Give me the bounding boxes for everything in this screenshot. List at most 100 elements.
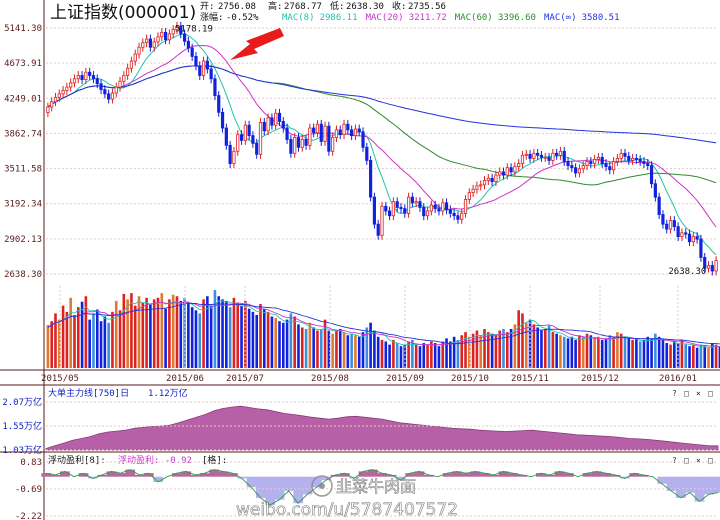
volume-bar (441, 341, 445, 368)
profit-bar (666, 476, 677, 491)
min-price-label: 2638.30 (668, 267, 706, 277)
panel-control-button[interactable]: □ (708, 456, 713, 465)
panel-control-button[interactable]: □ (708, 389, 713, 398)
profit-bar (41, 473, 52, 477)
y-tick-label: 2638.30 (4, 270, 42, 280)
profit-bar (246, 476, 257, 488)
volume-bar (479, 335, 483, 368)
candle (684, 232, 688, 235)
volume-bar (57, 319, 61, 368)
candle (574, 167, 578, 174)
profit-bar (106, 471, 117, 477)
profit-bar (554, 471, 565, 477)
panel-control-button[interactable]: □ (684, 456, 689, 465)
candle (167, 33, 171, 41)
profit-bar (209, 469, 220, 477)
volume-bar (585, 333, 589, 368)
candle (649, 165, 654, 185)
y-tick-label: 5141.30 (4, 24, 42, 34)
profit-bar (620, 476, 630, 479)
volume-bar (300, 327, 304, 368)
candle (456, 215, 460, 220)
volume-bar (111, 311, 114, 368)
candle (251, 135, 255, 144)
volume-bar (619, 333, 623, 368)
candle (570, 165, 574, 169)
candle (615, 157, 619, 162)
volume-bar (69, 297, 72, 368)
volume-bar (50, 321, 53, 368)
ma-legend-label: MAC(8) (282, 13, 315, 23)
profit-bar (704, 476, 714, 495)
candle (710, 265, 714, 272)
candle (224, 127, 228, 146)
ma-legend: MAC(8) 2986.11 MAC(20) 3211.72 MAC(60) 3396.6… (282, 13, 620, 23)
candle (61, 90, 65, 95)
panel-control-button[interactable]: ? (672, 389, 677, 398)
volume-bar (407, 341, 410, 368)
panel-control-button[interactable]: □ (684, 389, 689, 398)
volume-bar (422, 343, 426, 368)
x-tick-label: 2015/09 (386, 374, 424, 384)
volume-bar (350, 333, 353, 368)
volume-bar (673, 341, 676, 368)
volume-bar (692, 344, 695, 368)
candle (266, 117, 270, 132)
panel-control-button[interactable]: ? (672, 456, 677, 465)
indicator1-tick-label: 1.55万亿 (2, 420, 42, 432)
candle (403, 208, 407, 214)
indicator1-area (45, 405, 719, 451)
x-tick-label: 2015/06 (166, 374, 204, 384)
volume-bar (61, 305, 65, 368)
candle (308, 127, 312, 146)
candle (232, 150, 236, 164)
candle (463, 198, 468, 214)
volume-bar (540, 330, 543, 368)
volume-bar (54, 313, 57, 368)
candle (175, 25, 179, 30)
volume-bar (323, 319, 327, 368)
volume-bar (130, 293, 133, 368)
ohlc-readout: 开: 2756.08 高: 2768.77 低: 2638.30 收: 2735… (200, 0, 446, 23)
volume-bar (445, 338, 448, 368)
candle (361, 131, 365, 148)
candle (323, 125, 327, 142)
panel-control-button[interactable]: × (696, 456, 701, 465)
volume-bar (513, 324, 517, 368)
volume-bar (638, 341, 642, 368)
profit-bar (172, 473, 182, 477)
candle (653, 183, 657, 198)
volume-bar (623, 336, 627, 368)
volume-bar (255, 314, 259, 368)
volume-bar (274, 318, 277, 368)
candle (357, 128, 361, 133)
candle (577, 168, 582, 174)
candle (551, 152, 555, 161)
candle (50, 101, 54, 108)
volume-bar (92, 313, 95, 368)
indicator1-controls[interactable]: ? □ × □ (672, 389, 713, 398)
profit-bar (181, 471, 192, 477)
candle (562, 150, 566, 162)
y-tick-label: 3511.58 (4, 165, 42, 175)
ma-legend-value: 2986.11 (320, 13, 358, 23)
watermark-url: weibo.com/u/5787407572 (236, 500, 458, 520)
profit-bar (200, 473, 210, 477)
volume-bar (149, 304, 152, 368)
profit-bar (228, 473, 238, 477)
candle (699, 238, 703, 258)
candle (380, 205, 384, 236)
candle (194, 56, 198, 67)
candle (528, 153, 532, 159)
panel-control-button[interactable]: × (696, 389, 701, 398)
volume-bar (559, 335, 562, 368)
volume-bar (46, 325, 50, 368)
volume-bar (597, 336, 600, 368)
candle (714, 260, 718, 272)
profit-bar (452, 471, 462, 477)
volume-ma-lines (47, 300, 720, 348)
volume-bar (642, 339, 646, 368)
indicator2-controls[interactable]: ? □ × □ (672, 456, 713, 465)
candle (611, 161, 616, 171)
